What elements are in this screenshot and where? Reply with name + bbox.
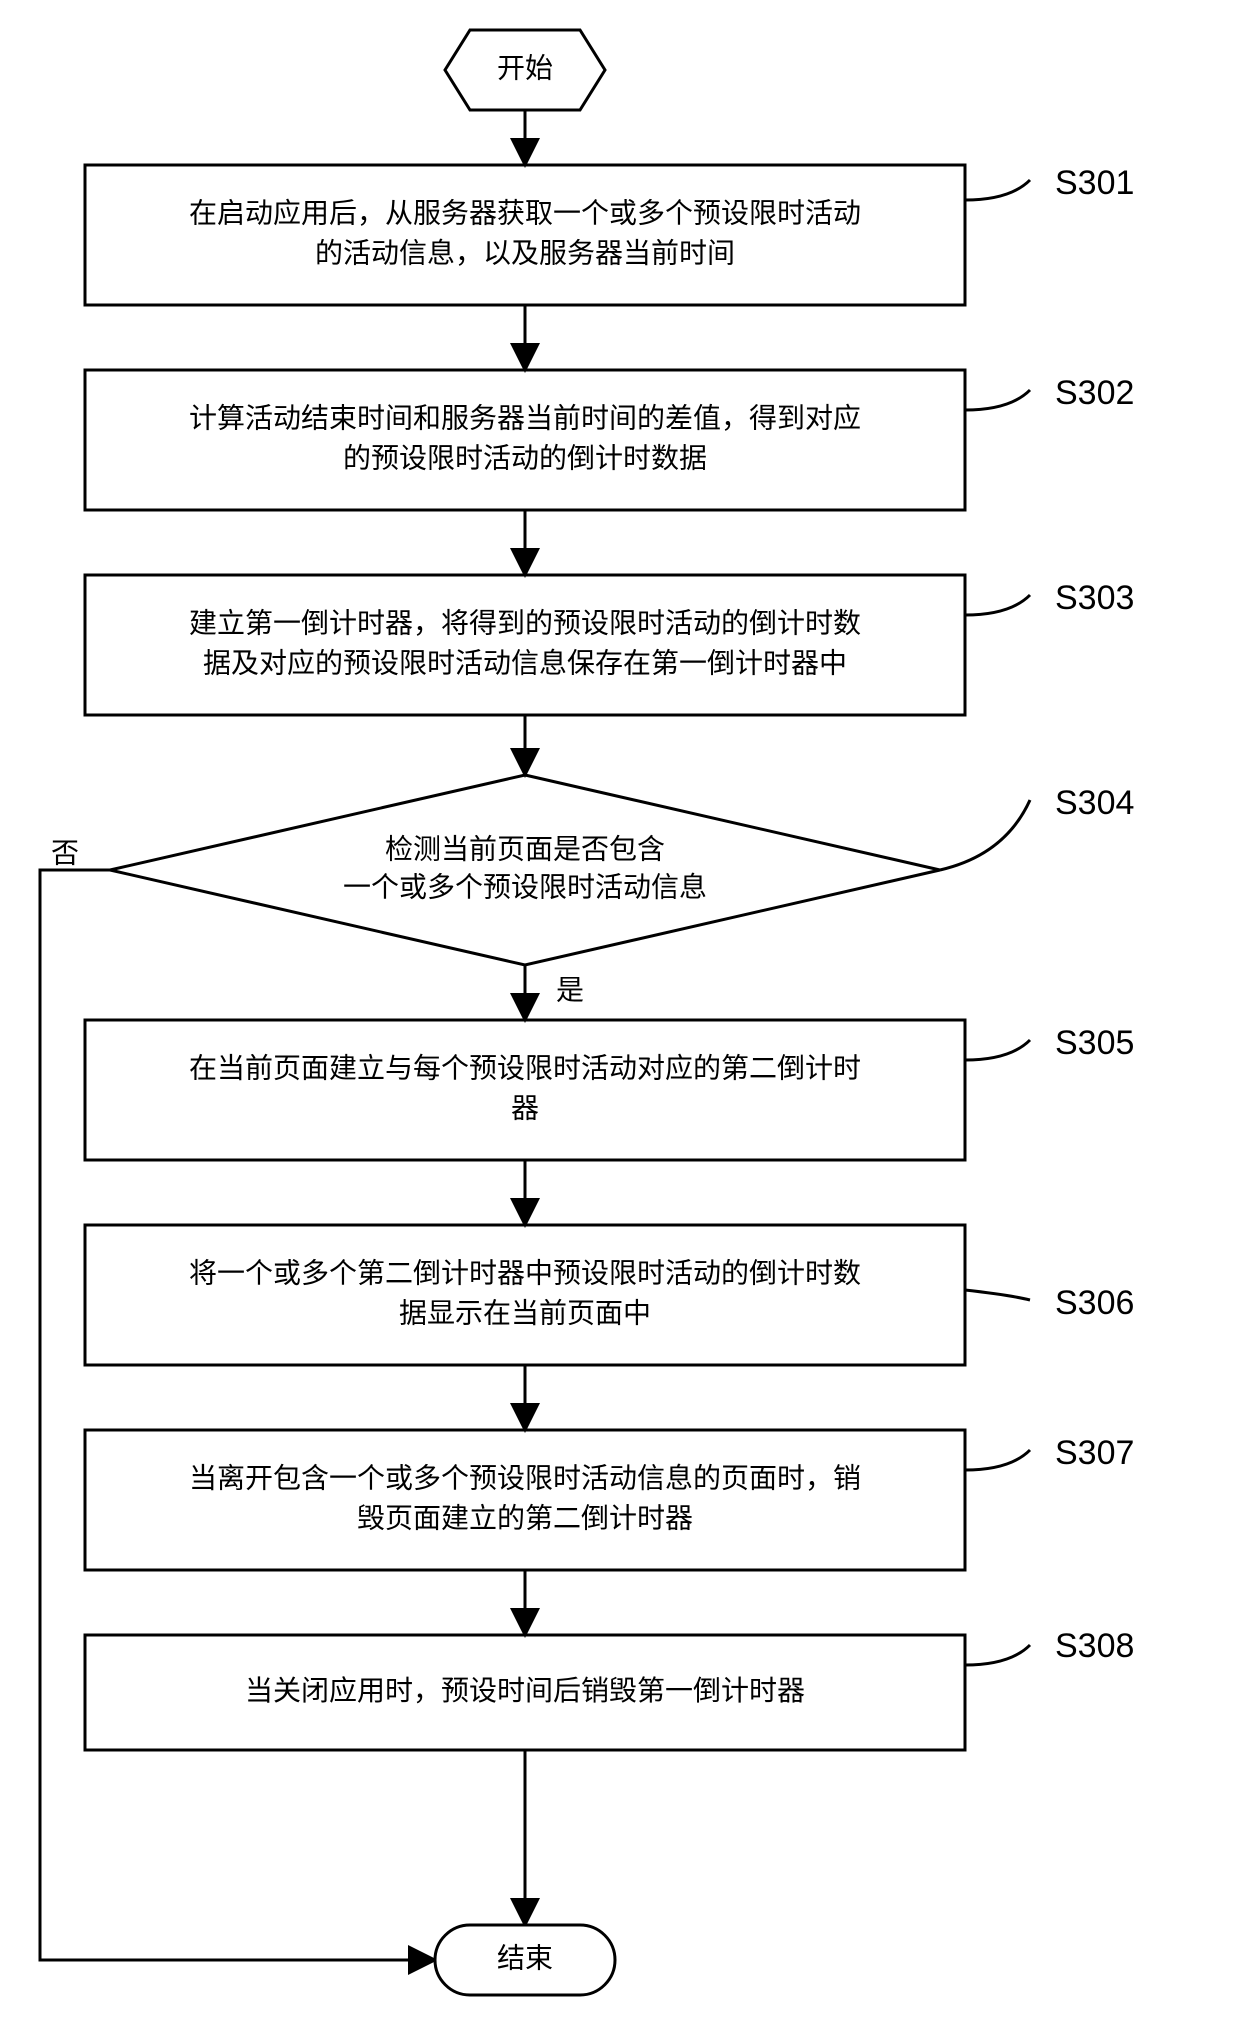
process-text-S306-line1: 据显示在当前页面中 xyxy=(399,1297,651,1328)
process-text-S307-line0: 当离开包含一个或多个预设限时活动信息的页面时，销 xyxy=(189,1462,861,1493)
connector-S307 xyxy=(965,1450,1030,1470)
process-S305 xyxy=(85,1020,965,1160)
process-text-S302-line1: 的预设限时活动的倒计时数据 xyxy=(343,442,707,473)
step-label-S307: S307 xyxy=(1055,1434,1134,1472)
process-S306 xyxy=(85,1225,965,1365)
step-label-S301: S301 xyxy=(1055,164,1134,202)
process-text-S305-line0: 在当前页面建立与每个预设限时活动对应的第二倒计时 xyxy=(189,1052,861,1083)
process-S301 xyxy=(85,165,965,305)
decision-S304 xyxy=(110,775,940,965)
process-S303 xyxy=(85,575,965,715)
step-label-S303: S303 xyxy=(1055,579,1134,617)
process-text-S303-line0: 建立第一倒计时器，将得到的预设限时活动的倒计时数 xyxy=(189,607,861,638)
step-label-S306: S306 xyxy=(1055,1284,1134,1322)
connector-S308 xyxy=(965,1645,1030,1665)
process-text-S306-line0: 将一个或多个第二倒计时器中预设限时活动的倒计时数 xyxy=(189,1257,861,1288)
step-label-S304: S304 xyxy=(1055,784,1134,822)
no-label: 否 xyxy=(51,837,79,868)
process-text-S301-line1: 的活动信息，以及服务器当前时间 xyxy=(315,237,735,268)
yes-label: 是 xyxy=(556,974,584,1005)
process-text-S302-line0: 计算活动结束时间和服务器当前时间的差值，得到对应 xyxy=(189,402,861,433)
connector-S303 xyxy=(965,595,1030,615)
process-S302 xyxy=(85,370,965,510)
connector-S305 xyxy=(965,1040,1030,1060)
step-label-S308: S308 xyxy=(1055,1627,1134,1665)
process-text-S307-line1: 毁页面建立的第二倒计时器 xyxy=(357,1502,693,1533)
process-text-S301-line0: 在启动应用后，从服务器获取一个或多个预设限时活动 xyxy=(189,197,861,228)
connector-S301 xyxy=(965,180,1030,200)
process-text-S308-line0: 当关闭应用时，预设时间后销毁第一倒计时器 xyxy=(245,1675,805,1706)
process-text-S305-line1: 器 xyxy=(511,1092,539,1123)
step-label-S302: S302 xyxy=(1055,374,1134,412)
decision-text-line1: 一个或多个预设限时活动信息 xyxy=(343,871,707,902)
step-label-S305: S305 xyxy=(1055,1024,1134,1062)
process-S307 xyxy=(85,1430,965,1570)
connector-S306 xyxy=(965,1290,1030,1300)
flowchart-svg: 开始在启动应用后，从服务器获取一个或多个预设限时活动的活动信息，以及服务器当前时… xyxy=(0,0,1240,2030)
start-label: 开始 xyxy=(497,52,553,83)
connector-S302 xyxy=(965,390,1030,410)
end-label: 结束 xyxy=(497,1942,553,1973)
connector-S304 xyxy=(940,800,1030,870)
process-text-S303-line1: 据及对应的预设限时活动信息保存在第一倒计时器中 xyxy=(203,647,847,678)
decision-text-line0: 检测当前页面是否包含 xyxy=(385,833,665,864)
